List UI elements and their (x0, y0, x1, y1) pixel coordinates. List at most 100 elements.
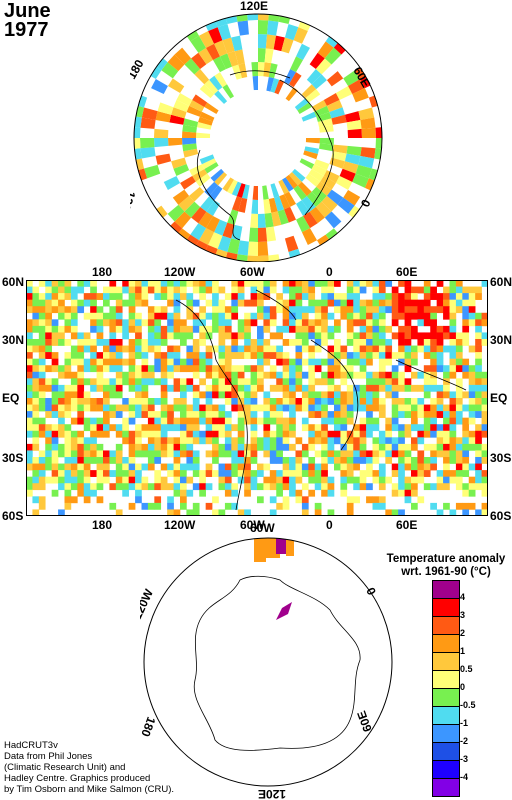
anomaly-cell (340, 489, 348, 497)
anomaly-cell (257, 443, 264, 451)
anomaly-cell (141, 352, 149, 359)
anomaly-cell (346, 371, 354, 379)
anomaly-cell (398, 280, 405, 287)
anomaly-cell (263, 430, 271, 438)
anomaly-cell (334, 293, 341, 300)
anomaly-cell (122, 280, 129, 287)
anomaly-cell (58, 470, 65, 477)
anomaly-cell (417, 312, 425, 320)
anomaly-cell (115, 299, 123, 307)
anomaly-cell (64, 306, 72, 314)
anomaly-cell (378, 502, 386, 510)
anomaly-cell (58, 312, 65, 320)
anomaly-cell (224, 398, 232, 405)
anomaly-cell (314, 404, 322, 412)
anomaly-cell (180, 411, 187, 418)
anomaly-cell (449, 457, 457, 464)
anomaly-cell (391, 443, 399, 451)
anomaly-cell (122, 398, 129, 405)
anomaly-cell (359, 286, 367, 294)
anomaly-cell (269, 398, 277, 405)
anomaly-cell (26, 483, 33, 491)
anomaly-cell (289, 280, 296, 287)
anomaly-cell (173, 450, 181, 458)
anomaly-cell (346, 332, 354, 340)
anomaly-cell (391, 293, 399, 300)
anomaly-cell (70, 450, 78, 458)
anomaly-cell (301, 286, 309, 294)
anomaly-cell (32, 319, 40, 327)
anomaly-cell (391, 450, 399, 458)
anomaly-cell (404, 339, 412, 346)
anomaly-cell (289, 424, 296, 432)
anomaly-cell (295, 339, 303, 346)
north-anomaly-cell (309, 206, 325, 224)
anomaly-cell (301, 398, 309, 405)
anomaly-cell (398, 299, 405, 307)
anomaly-cell (250, 280, 258, 287)
anomaly-cell (224, 345, 232, 353)
anomaly-cell (218, 306, 226, 314)
anomaly-cell (462, 483, 470, 491)
anomaly-cell (443, 450, 450, 458)
anomaly-cell (301, 306, 309, 314)
anomaly-cell (244, 489, 251, 497)
anomaly-cell (455, 437, 463, 445)
anomaly-cell (276, 417, 283, 425)
anomaly-cell (263, 437, 271, 445)
anomaly-cell (327, 398, 335, 405)
anomaly-cell (154, 424, 162, 432)
anomaly-cell (218, 358, 226, 366)
anomaly-cell (295, 404, 303, 412)
anomaly-cell (321, 319, 328, 327)
anomaly-cell (346, 339, 354, 346)
north-anomaly-cell (234, 49, 245, 65)
anomaly-cell (481, 509, 488, 516)
anomaly-cell (218, 404, 226, 412)
anomaly-cell (314, 332, 322, 340)
anomaly-cell (301, 280, 309, 287)
anomaly-cell (449, 319, 457, 327)
north-anomaly-cell (284, 24, 299, 41)
anomaly-cell (301, 312, 309, 320)
anomaly-cell (147, 404, 155, 412)
anomaly-cell (334, 430, 341, 438)
anomaly-cell (449, 365, 457, 373)
anomaly-cell (327, 489, 335, 497)
anomaly-cell (70, 352, 78, 359)
anomaly-cell (411, 286, 418, 294)
anomaly-cell (282, 319, 290, 327)
anomaly-cell (276, 299, 283, 307)
anomaly-cell (372, 450, 380, 458)
anomaly-cell (257, 299, 264, 307)
north-anomaly-cell (317, 234, 331, 248)
north-anomaly-cell (176, 93, 193, 106)
anomaly-cell (411, 424, 418, 432)
anomaly-cell (417, 476, 425, 484)
anomaly-cell (462, 306, 470, 314)
anomaly-cell (77, 306, 85, 314)
anomaly-cell (109, 339, 117, 346)
anomaly-cell (430, 502, 437, 510)
anomaly-cell (430, 483, 437, 491)
anomaly-cell (192, 470, 200, 477)
anomaly-cell (481, 319, 488, 327)
anomaly-cell (443, 391, 450, 399)
north-anomaly-cell (296, 215, 310, 233)
anomaly-cell (334, 339, 341, 346)
anomaly-cell (436, 293, 444, 300)
north-anomaly-cell (189, 164, 205, 176)
anomaly-cell (224, 450, 232, 458)
anomaly-cell (64, 398, 72, 405)
anomaly-cell (147, 280, 155, 287)
anomaly-cell (135, 398, 142, 405)
anomaly-cell (186, 437, 194, 445)
anomaly-cell (147, 430, 155, 438)
anomaly-cell (83, 417, 91, 425)
anomaly-cell (26, 345, 33, 353)
anomaly-cell (346, 306, 354, 314)
anomaly-cell (122, 489, 129, 497)
north-anomaly-cell (285, 87, 298, 102)
anomaly-cell (231, 306, 239, 314)
anomaly-cell (250, 345, 258, 353)
